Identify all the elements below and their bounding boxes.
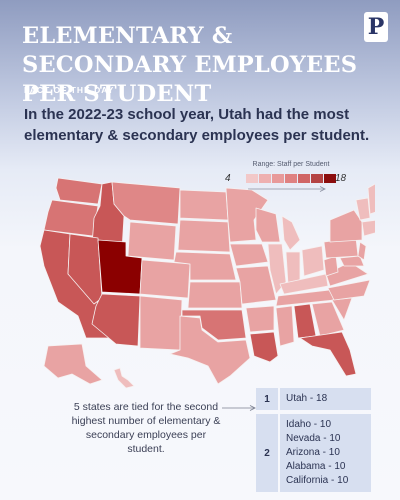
- legend-swatch-0: [246, 174, 258, 183]
- state-new-jersey: [357, 241, 367, 261]
- state-hawaii: [113, 367, 135, 389]
- rank-state: Utah - 18: [286, 393, 328, 404]
- legend-swatch-5: [311, 174, 323, 183]
- state-iowa: [229, 243, 269, 267]
- legend-min: 4: [225, 173, 231, 184]
- state-oklahoma: [181, 309, 247, 341]
- state-utah: [97, 239, 143, 295]
- state-oregon: [43, 199, 99, 237]
- state-indiana: [285, 251, 301, 285]
- legend-max: 18: [335, 173, 347, 184]
- state-arkansas: [245, 305, 275, 333]
- legend-swatch-3: [285, 174, 297, 183]
- rank-state: Arizona - 10: [286, 447, 340, 458]
- state-south-dakota: [177, 219, 231, 253]
- state-virginia: [325, 261, 369, 287]
- legend-swatch-1: [259, 174, 271, 183]
- state-illinois: [267, 243, 287, 295]
- state-kansas: [187, 281, 243, 309]
- headline: In the 2022-23 school year, Utah had the…: [24, 106, 370, 144]
- rank-row-2: 2 Idaho - 10 Nevada - 10 Arizona - 10 Al…: [256, 414, 371, 492]
- state-new-york: [329, 209, 363, 243]
- connector-arrow-icon: [222, 405, 256, 411]
- state-alaska: [43, 343, 103, 385]
- state-new-mexico: [139, 295, 183, 351]
- state-wyoming: [127, 221, 177, 261]
- state-washington: [55, 177, 103, 205]
- rank-state: Alabama - 10: [286, 461, 346, 472]
- page-title: Elementary & Secondary Employees Per Stu…: [22, 23, 358, 107]
- callout-text: 5 states are tied for the second highest…: [71, 401, 221, 455]
- state-michigan: [281, 215, 301, 251]
- rank-states: Idaho - 10 Nevada - 10 Arizona - 10 Alab…: [280, 414, 371, 492]
- rank-row-1: 1 Utah - 18: [256, 388, 371, 410]
- state-colorado: [139, 259, 191, 299]
- rank-state: Nevada - 10: [286, 433, 341, 444]
- state-alabama: [293, 303, 317, 339]
- rank-states: Utah - 18: [280, 388, 371, 410]
- state-ohio: [301, 245, 325, 277]
- legend-color-bar: [246, 174, 337, 183]
- kicker-label: Fact of the Day: [24, 85, 115, 95]
- state-west-virginia: [323, 255, 339, 277]
- legend-arrow-icon: [248, 186, 326, 192]
- brand-logo-icon: P: [364, 12, 388, 42]
- state-north-dakota: [179, 189, 229, 221]
- state-georgia: [311, 301, 345, 337]
- state-kentucky: [279, 273, 329, 295]
- rank-state: Idaho - 10: [286, 419, 332, 430]
- legend-swatch-4: [298, 174, 310, 183]
- rank-number: 1: [256, 388, 278, 410]
- state-maryland-delaware: [339, 255, 365, 267]
- state-nevada: [67, 233, 103, 305]
- state-nebraska: [173, 251, 237, 281]
- legend-swatch-2: [272, 174, 284, 183]
- state-louisiana: [249, 331, 279, 363]
- state-texas: [169, 315, 251, 385]
- state-minnesota: [225, 187, 269, 243]
- legend-swatch-6: [324, 174, 336, 183]
- legend-title: Range: Staff per Student: [252, 161, 330, 168]
- state-mississippi: [275, 305, 295, 347]
- rank-number: 2: [256, 414, 278, 492]
- rank-table: 1 Utah - 18 2 Idaho - 10 Nevada - 10 Ari…: [256, 388, 371, 496]
- state-vermont-new-hampshire: [355, 197, 371, 221]
- rank-state: California - 10: [286, 475, 349, 486]
- state-missouri: [235, 265, 277, 305]
- state-maine: [367, 183, 375, 215]
- state-north-carolina: [327, 279, 371, 301]
- state-montana: [111, 181, 181, 225]
- state-wisconsin: [255, 207, 281, 243]
- us-choropleth-map: [39, 177, 375, 389]
- state-massachusetts-ri-ct: [361, 219, 375, 237]
- state-florida: [299, 331, 357, 377]
